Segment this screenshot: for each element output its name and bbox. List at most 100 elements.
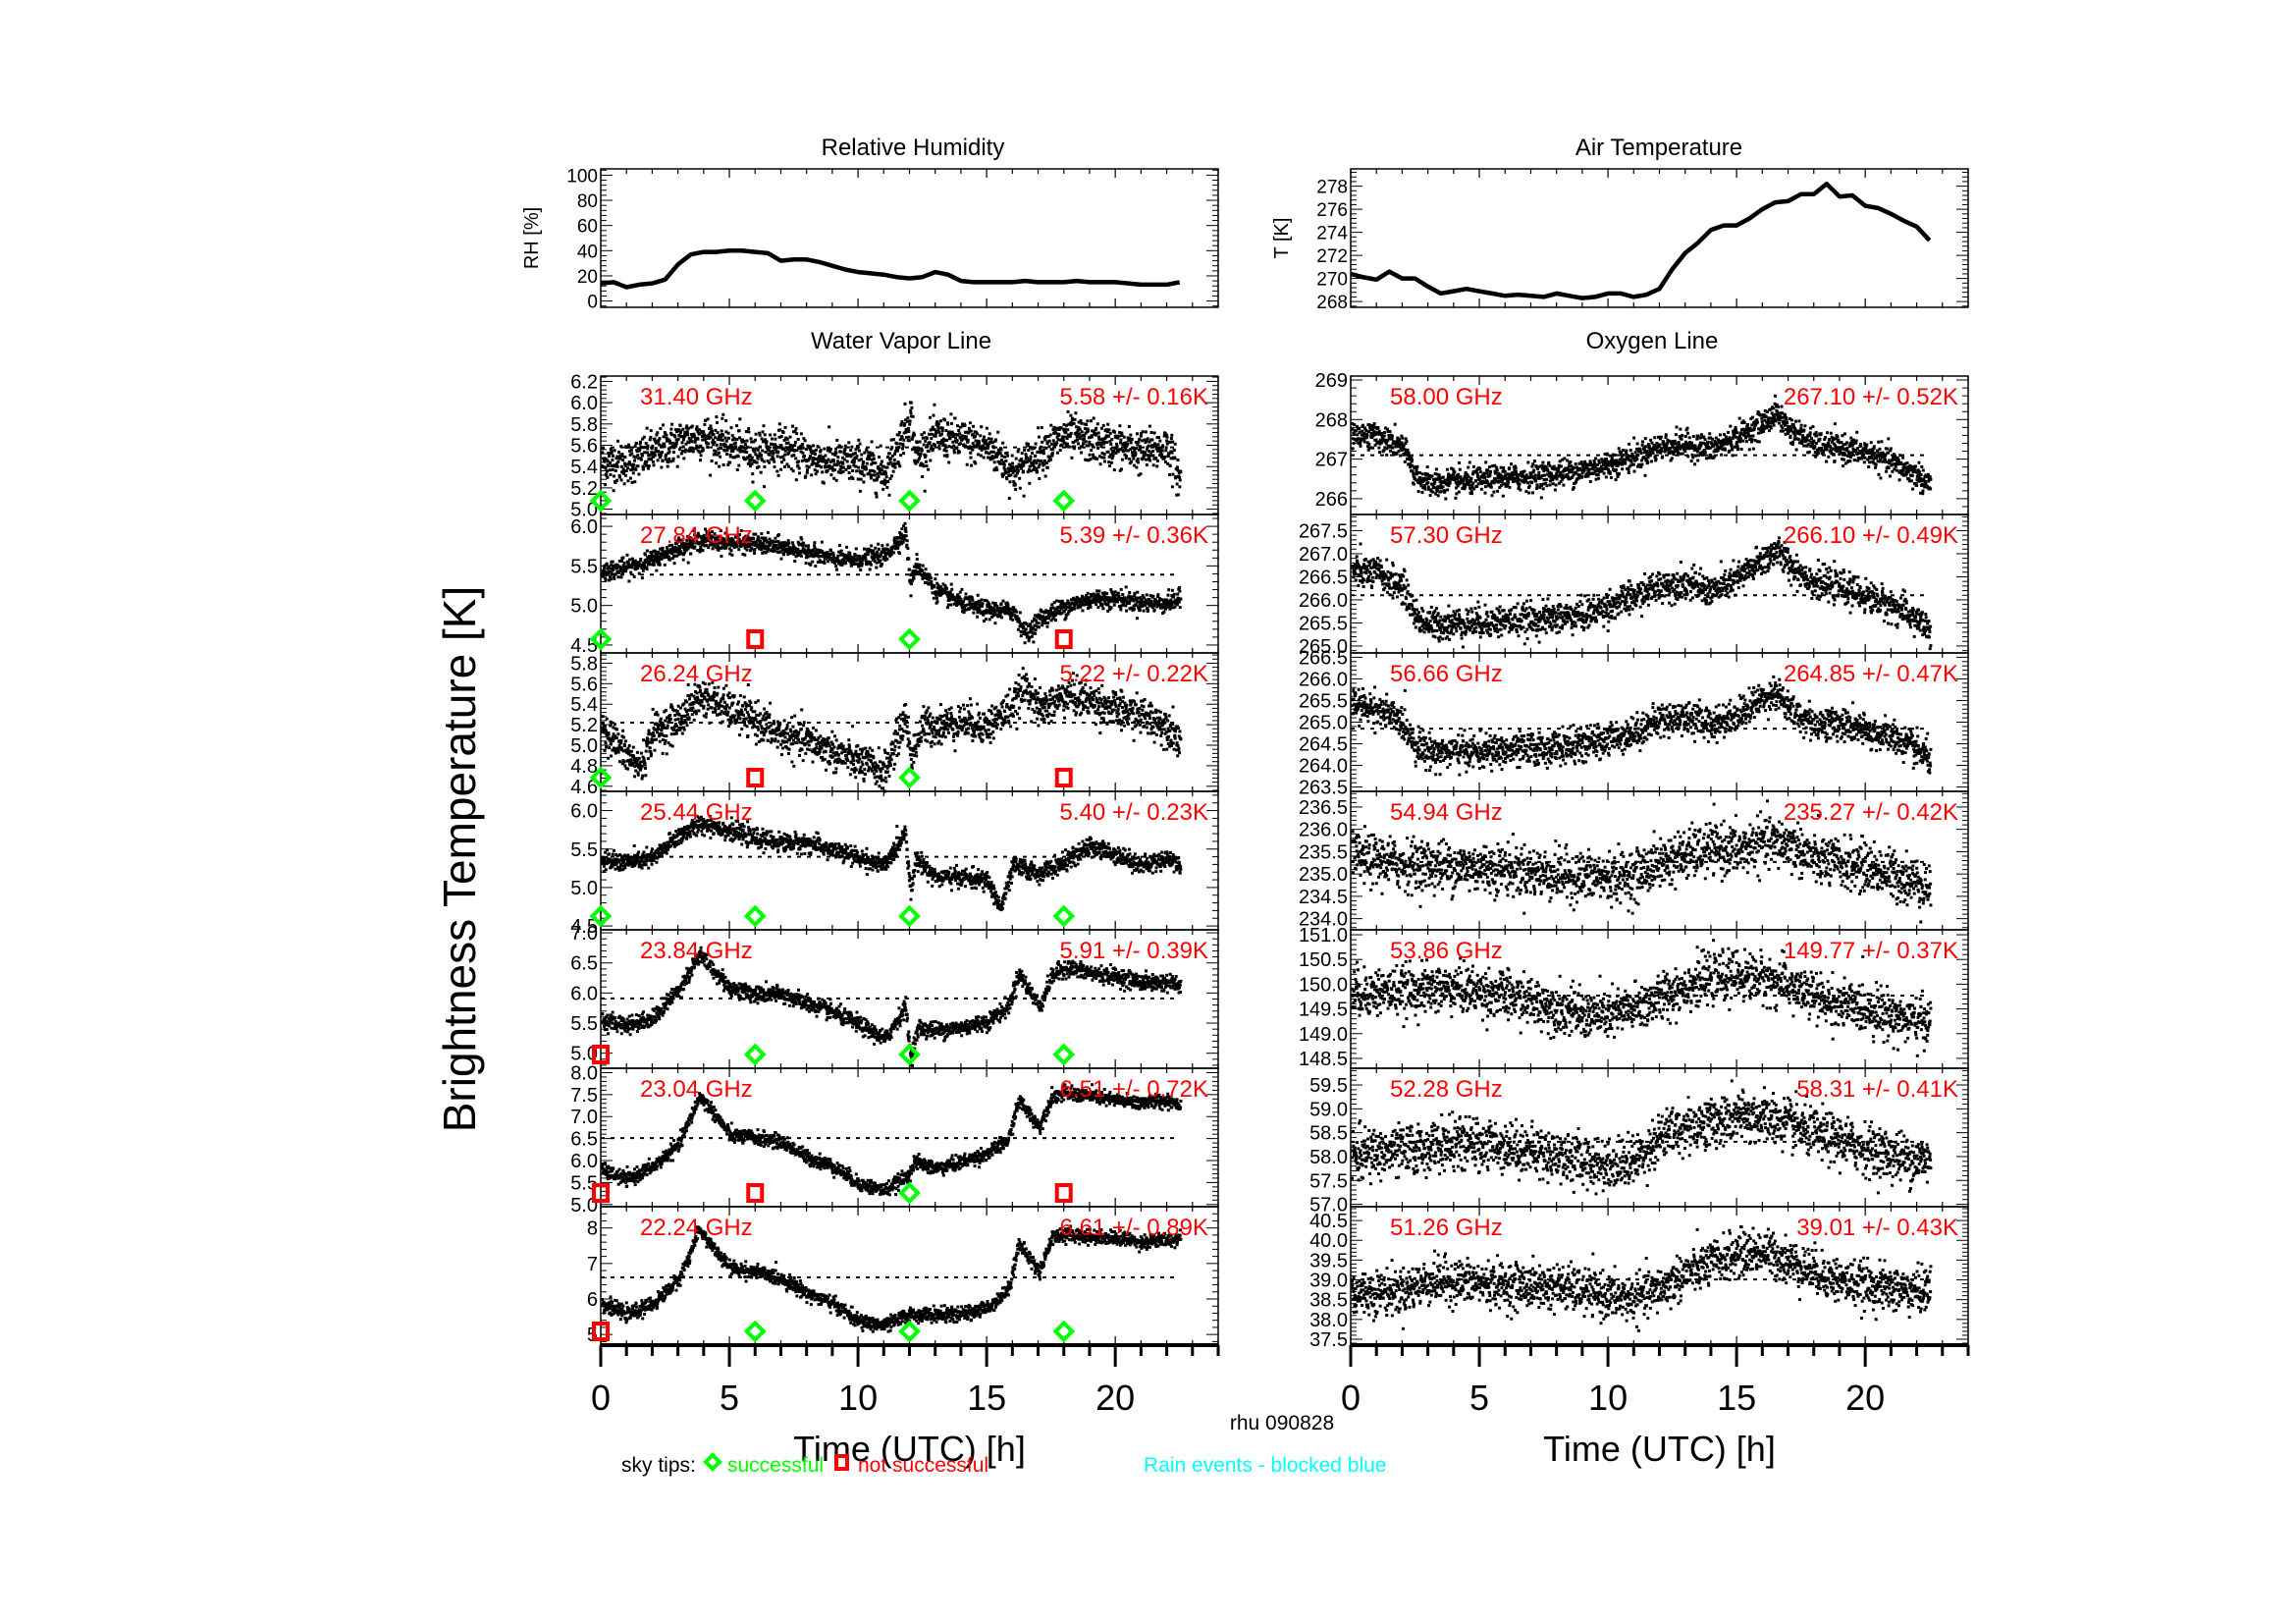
data-point <box>1045 610 1049 614</box>
data-point <box>1122 435 1126 439</box>
data-point <box>724 418 728 422</box>
data-point <box>700 700 704 704</box>
data-point <box>980 612 984 616</box>
data-point <box>605 562 609 566</box>
data-point <box>836 456 840 460</box>
data-point <box>868 451 872 455</box>
data-point <box>761 430 765 434</box>
data-point <box>615 464 619 468</box>
data-point <box>858 442 862 446</box>
data-point <box>759 539 762 543</box>
data-point <box>609 575 613 579</box>
data-point <box>1046 435 1050 438</box>
data-point <box>1008 480 1012 484</box>
data-point <box>908 419 912 423</box>
data-point <box>743 542 746 546</box>
data-point <box>901 540 905 544</box>
data-point <box>618 457 622 460</box>
data-point <box>666 439 668 443</box>
data-point <box>613 749 616 752</box>
data-point <box>933 403 936 406</box>
data-point <box>791 725 795 729</box>
data-point <box>720 545 723 549</box>
data-point <box>1165 439 1169 443</box>
data-point <box>661 726 664 730</box>
data-point <box>957 595 961 599</box>
data-point <box>1040 425 1043 429</box>
data-point <box>880 462 882 466</box>
data-point <box>1161 444 1165 448</box>
data-point <box>889 447 893 451</box>
data-point <box>946 603 950 607</box>
data-point <box>772 446 775 450</box>
data-point <box>1013 610 1017 614</box>
data-point <box>1177 600 1181 604</box>
data-point <box>892 544 896 548</box>
data-point <box>1051 439 1055 443</box>
data-point <box>653 437 657 441</box>
data-point <box>682 457 686 460</box>
data-point <box>779 467 783 471</box>
data-point <box>634 456 637 460</box>
data-point <box>727 691 731 695</box>
data-point <box>1062 606 1066 610</box>
data-point <box>692 718 696 722</box>
data-point <box>797 460 800 463</box>
data-point <box>1179 470 1183 474</box>
data-point <box>681 449 685 453</box>
data-point <box>672 729 675 731</box>
data-point <box>751 541 755 544</box>
data-point <box>1151 454 1155 458</box>
data-point <box>813 461 817 465</box>
data-point <box>911 569 915 573</box>
data-point <box>984 618 988 622</box>
data-point <box>1086 591 1090 595</box>
data-point <box>1106 609 1110 613</box>
data-point <box>768 460 772 464</box>
data-point <box>780 753 783 757</box>
data-point <box>777 551 781 555</box>
data-point <box>656 730 659 734</box>
data-point <box>860 562 864 566</box>
data-point <box>781 447 785 451</box>
data-point <box>626 566 630 569</box>
data-point <box>1116 436 1120 440</box>
data-point <box>742 440 746 443</box>
data-point <box>741 703 745 707</box>
data-point <box>928 441 932 445</box>
data-point <box>980 598 984 602</box>
data-point <box>987 437 990 441</box>
y-tick-label: 5.8 <box>570 414 598 436</box>
data-point <box>1033 614 1037 618</box>
data-point <box>621 459 625 462</box>
data-point <box>712 695 716 699</box>
data-point <box>611 748 614 752</box>
data-point <box>871 552 875 556</box>
data-point <box>746 734 750 737</box>
data-point <box>606 567 610 570</box>
data-point <box>619 566 623 569</box>
data-point <box>1109 588 1113 592</box>
data-point <box>710 698 713 702</box>
data-point <box>743 723 747 727</box>
data-point <box>1171 440 1175 444</box>
data-point <box>651 731 655 735</box>
data-point <box>622 482 626 486</box>
data-point <box>765 711 769 714</box>
data-point <box>1066 428 1070 432</box>
data-point <box>1090 449 1094 452</box>
data-point <box>958 425 962 429</box>
data-point <box>666 464 669 468</box>
data-point <box>678 706 682 710</box>
data-point <box>979 434 983 438</box>
data-point <box>725 713 729 717</box>
data-point <box>959 597 963 601</box>
data-point <box>693 697 697 700</box>
data-point <box>918 566 922 569</box>
data-point <box>1145 601 1148 604</box>
data-point <box>639 458 643 461</box>
y-tick-label: 5.2 <box>570 715 598 736</box>
data-point <box>796 438 800 441</box>
data-point <box>1038 435 1041 439</box>
data-point <box>1120 596 1124 600</box>
